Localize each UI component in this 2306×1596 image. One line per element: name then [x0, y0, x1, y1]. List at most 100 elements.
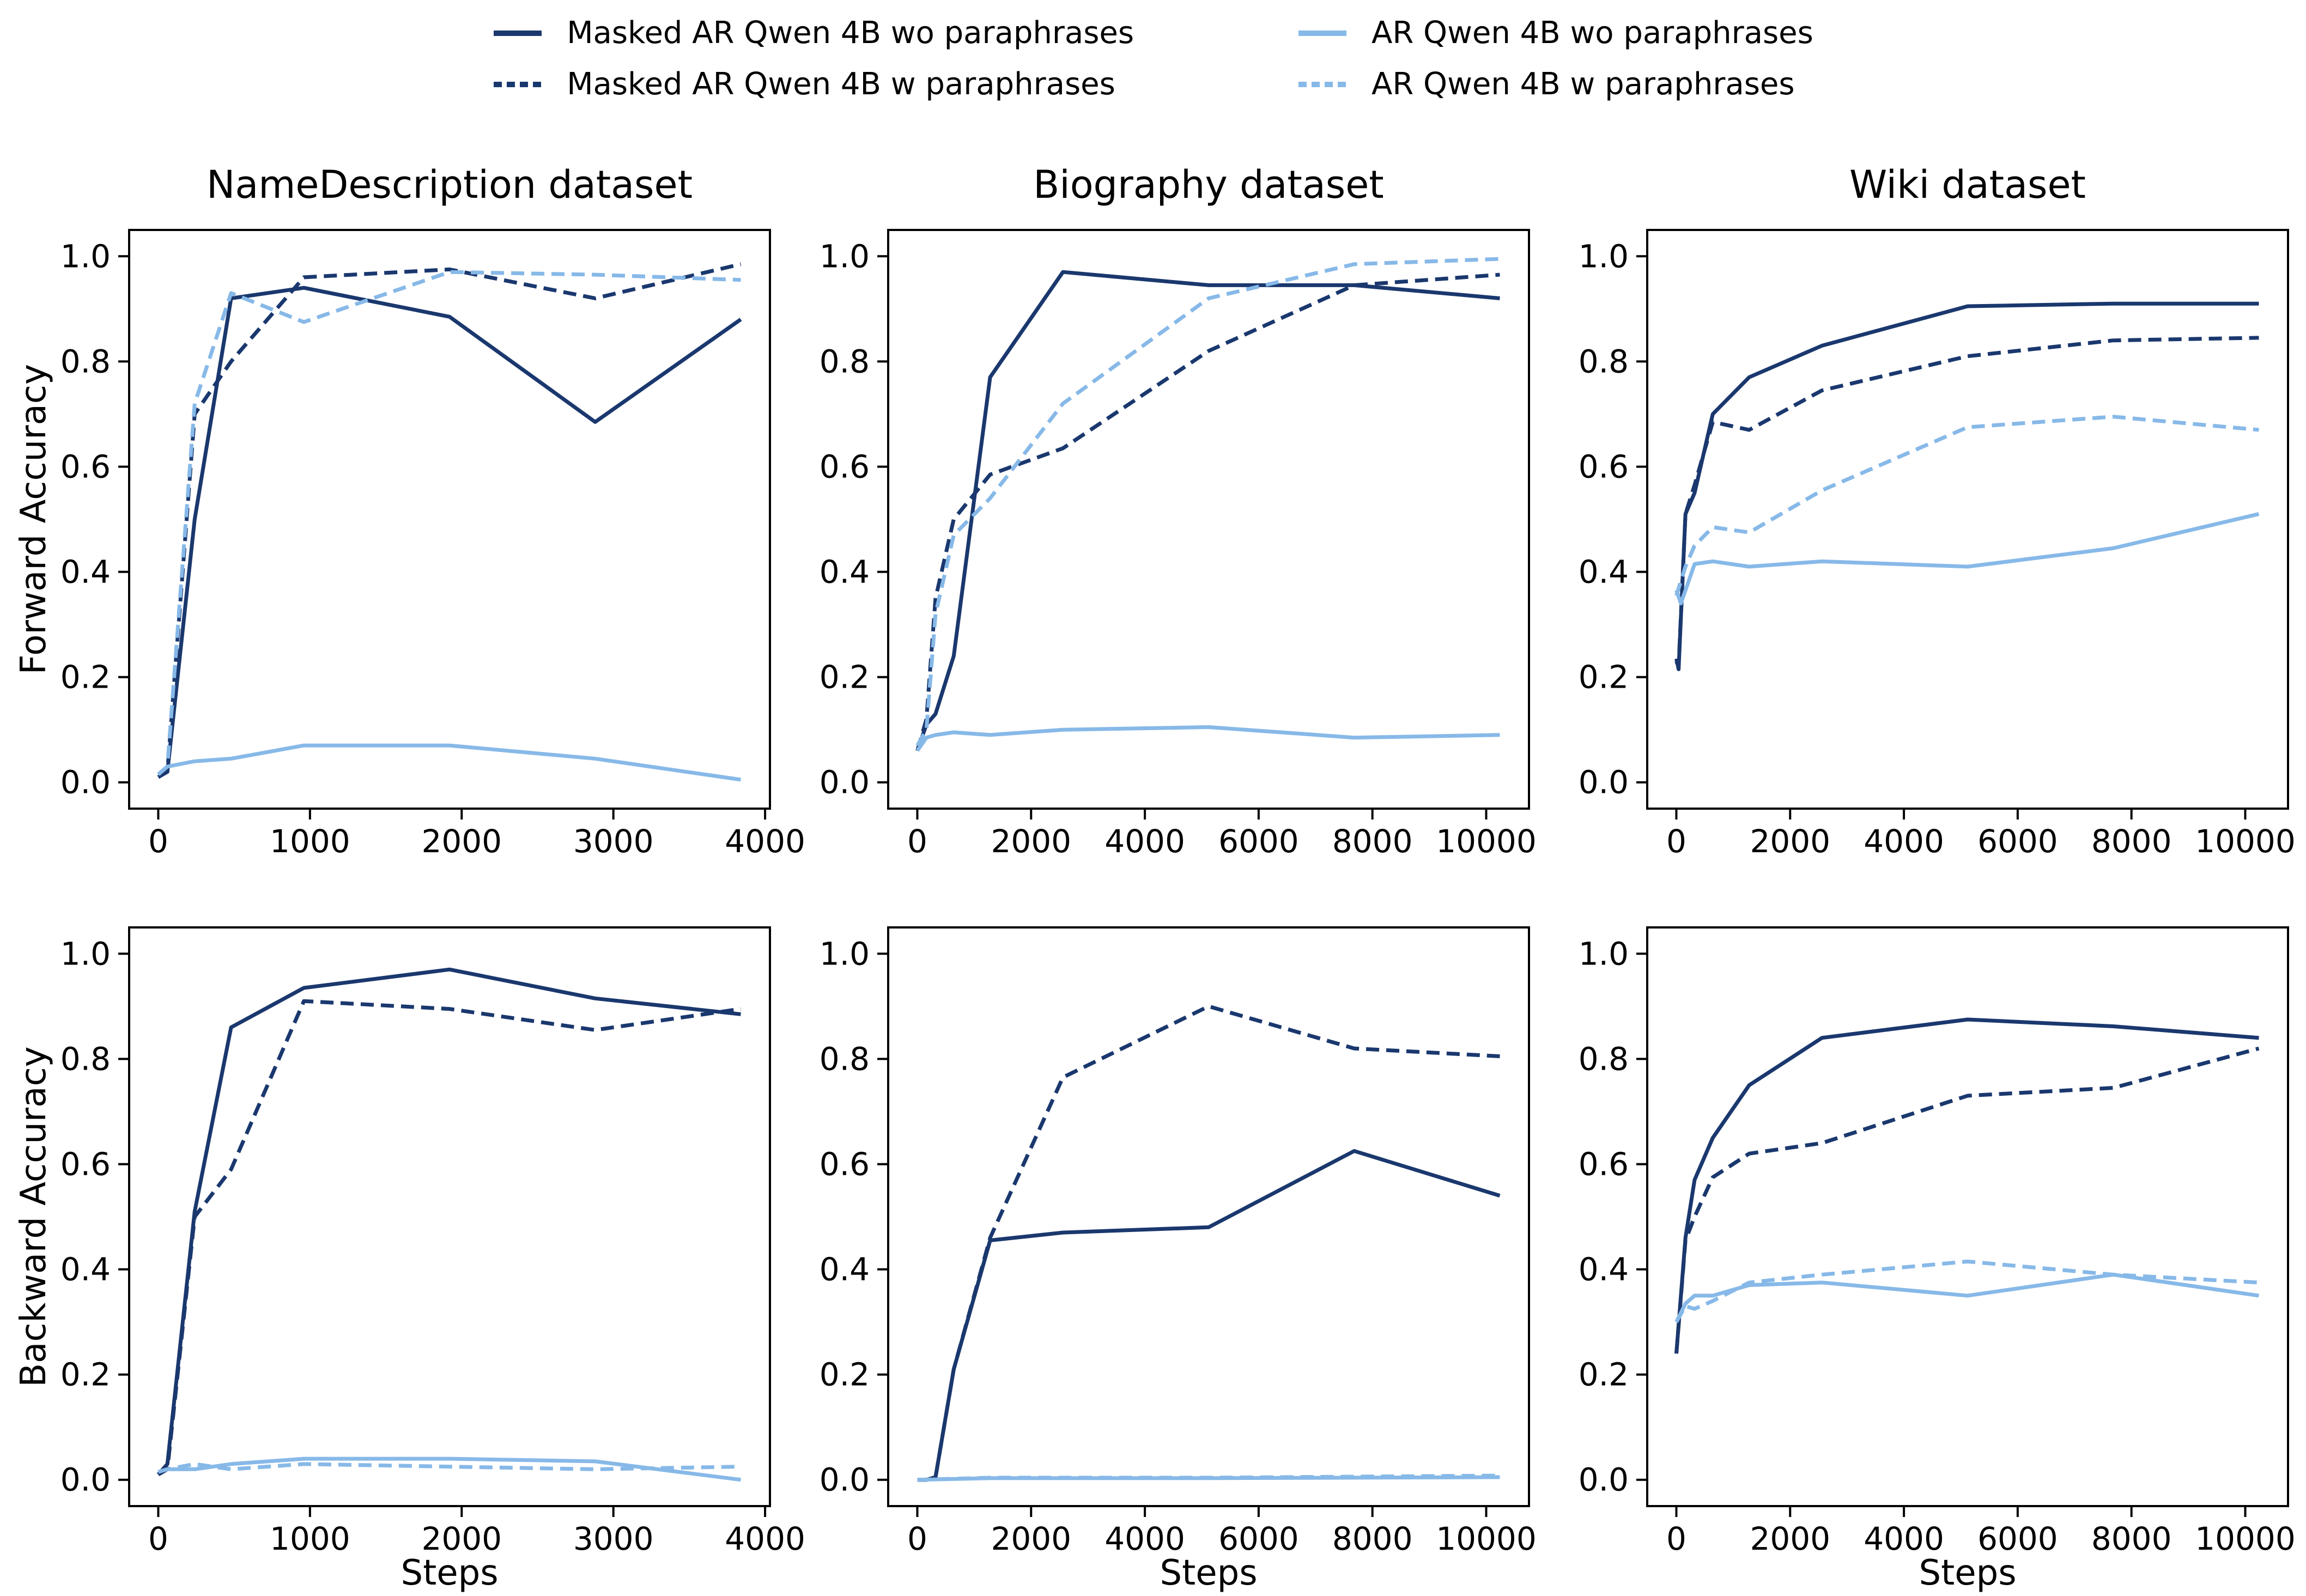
legend: Masked AR Qwen 4B wo paraphrases Masked …: [0, 14, 2306, 104]
x-tick-label: 0: [148, 1520, 168, 1557]
y-tick-label: 1.0: [820, 238, 870, 275]
y-tick-label: 0.0: [820, 764, 870, 801]
legend-label: Masked AR Qwen 4B wo paraphrases: [567, 15, 1134, 51]
y-tick-label: 0.8: [1579, 343, 1629, 380]
x-axis-label-steps: Steps: [1919, 1553, 2017, 1593]
x-tick-label: 0: [1666, 1520, 1686, 1557]
y-tick-label: 0.2: [820, 1356, 870, 1393]
x-tick-label: 6000: [1977, 1520, 2058, 1557]
x-tick-label: 10000: [2195, 1520, 2296, 1557]
y-tick-label: 1.0: [820, 935, 870, 972]
x-tick-label: 2000: [421, 823, 502, 860]
series-line-ar-qwen-4b-w-paraphrases: [157, 270, 741, 776]
y-tick-label: 0.6: [60, 1145, 111, 1182]
plot-border: [887, 926, 1530, 1507]
y-tick-label: 0.4: [1579, 1251, 1629, 1288]
y-tick-label: 0.2: [1579, 659, 1629, 696]
y-tick-label: 0.0: [1579, 1461, 1629, 1498]
chart-panel-forward-biography: 0 2000 4000 6000 8000 10000 0.0 0.2 0.4 0.6 0.8 1.0: [820, 229, 1537, 860]
series-line-masked-ar-qwen-4b-w-paraphrases: [917, 1004, 1500, 1482]
series-line-ar-qwen-4b-w-paraphrases: [1674, 415, 2259, 597]
series-line-masked-ar-qwen-4b-wo-paraphrases: [1674, 1017, 2259, 1354]
x-tick-label: 10000: [1436, 1520, 1537, 1557]
legend-entry-masked-wo-paraphrases: Masked AR Qwen 4B wo paraphrases: [493, 14, 1134, 52]
chart-title-wiki: Wiki dataset: [1849, 162, 2086, 207]
y-tick-label: 0.4: [60, 554, 111, 591]
y-tick-label: 0.4: [820, 1251, 870, 1288]
chart-panel-backward-wiki: 0 2000 4000 6000 8000 10000 0.0 0.2 0.4 0.6 0.8 1.0: [1579, 926, 2296, 1557]
legend-label: AR Qwen 4B w paraphrases: [1372, 66, 1795, 102]
legend-label: AR Qwen 4B wo paraphrases: [1372, 15, 1813, 51]
x-tick-label: 8000: [1332, 1520, 1413, 1557]
x-axis-label-steps: Steps: [400, 1553, 499, 1593]
legend-entry-ar-w-paraphrases: AR Qwen 4B w paraphrases: [1297, 65, 1813, 104]
y-tick-label: 0.8: [820, 343, 870, 380]
y-tick-label: 1.0: [1579, 238, 1629, 275]
x-tick-label: 1000: [270, 1520, 350, 1557]
y-tick-label: 1.0: [1579, 935, 1629, 972]
series-line-masked-ar-qwen-4b-wo-paraphrases: [915, 270, 1500, 751]
x-tick-label: 4000: [725, 823, 805, 860]
plot-border: [128, 229, 771, 810]
x-tick-label: 4000: [1105, 1520, 1185, 1557]
y-tick-label: 0.6: [820, 1145, 870, 1182]
series-line-masked-ar-qwen-4b-wo-paraphrases: [1674, 301, 2259, 671]
series-line-masked-ar-qwen-4b-wo-paraphrases: [917, 1149, 1501, 1482]
series-line-masked-ar-qwen-4b-w-paraphrases: [915, 272, 1500, 751]
y-tick-label: 0.8: [60, 343, 111, 380]
legend-entry-masked-w-paraphrases: Masked AR Qwen 4B w paraphrases: [493, 65, 1134, 104]
series-line-ar-qwen-4b-wo-paraphrases: [1674, 512, 2260, 605]
x-tick-label: 6000: [1218, 1520, 1299, 1557]
y-tick-label: 0.6: [1579, 1145, 1629, 1182]
y-tick-label: 0.4: [820, 554, 870, 591]
series-line-masked-ar-qwen-4b-w-paraphrases: [1674, 1046, 2260, 1354]
chart-title-biography: Biography dataset: [1033, 162, 1384, 207]
x-tick-label: 0: [1666, 823, 1686, 860]
series-line-masked-ar-qwen-4b-w-paraphrases: [1674, 336, 2259, 669]
y-tick-label: 0.0: [60, 1461, 111, 1498]
chart-panel-backward-biography: 0 2000 4000 6000 8000 10000 0.0 0.2 0.4 0.6 0.8 1.0: [820, 926, 1537, 1557]
legend-entry-ar-wo-paraphrases: AR Qwen 4B wo paraphrases: [1297, 14, 1813, 52]
y-tick-label: 0.8: [60, 1040, 111, 1077]
y-tick-label: 0.4: [60, 1251, 111, 1288]
plot-border: [887, 229, 1530, 810]
x-tick-label: 2000: [421, 1520, 502, 1557]
x-tick-label: 8000: [2091, 823, 2172, 860]
chart-panel-backward-namedescription: 0 1000 2000 3000 4000 0.0 0.2 0.4 0.6 0.8 1.0: [60, 926, 805, 1557]
y-tick-label: 1.0: [60, 935, 111, 972]
legend-column-masked: Masked AR Qwen 4B wo paraphrases Masked …: [493, 14, 1134, 104]
x-tick-label: 2000: [1750, 823, 1830, 860]
x-tick-label: 8000: [2091, 1520, 2172, 1557]
x-tick-label: 4000: [1105, 823, 1185, 860]
dashed-line-sample-icon: [494, 82, 542, 87]
series-line-ar-qwen-4b-wo-paraphrases: [1674, 1272, 2260, 1323]
dashed-line-sample-icon: [1298, 82, 1347, 87]
x-tick-label: 0: [907, 1520, 927, 1557]
plot-border: [128, 926, 771, 1507]
y-tick-label: 0.2: [820, 659, 870, 696]
chart-panel-forward-namedescription: 0 1000 2000 3000 4000 0.0 0.2 0.4 0.6 0.8 1.0: [60, 229, 805, 860]
solid-line-sample-icon: [494, 31, 542, 36]
y-tick-label: 0.2: [1579, 1356, 1629, 1393]
y-tick-label: 0.4: [1579, 554, 1629, 591]
x-tick-label: 10000: [2195, 823, 2296, 860]
chart-title-namedescription: NameDescription dataset: [206, 162, 693, 207]
series-line-ar-qwen-4b-w-paraphrases: [915, 257, 1500, 747]
series-line-masked-ar-qwen-4b-w-paraphrases: [157, 999, 742, 1477]
plot-border: [1646, 926, 2289, 1507]
x-tick-label: 0: [148, 823, 168, 860]
series-line-ar-qwen-4b-w-paraphrases: [157, 1462, 741, 1474]
y-tick-label: 0.0: [820, 1461, 870, 1498]
series-line-ar-qwen-4b-w-paraphrases: [917, 1473, 1500, 1482]
series-line-ar-qwen-4b-wo-paraphrases: [915, 725, 1500, 752]
x-tick-label: 4000: [725, 1520, 805, 1557]
series-line-masked-ar-qwen-4b-wo-paraphrases: [157, 286, 742, 779]
x-tick-label: 2000: [1750, 1520, 1830, 1557]
series-line-masked-ar-qwen-4b-wo-paraphrases: [156, 967, 741, 1476]
x-tick-label: 6000: [1977, 823, 2058, 860]
y-tick-label: 0.6: [820, 448, 870, 485]
x-tick-label: 6000: [1218, 823, 1299, 860]
series-line-masked-ar-qwen-4b-w-paraphrases: [157, 262, 742, 779]
x-tick-label: 2000: [991, 823, 1071, 860]
